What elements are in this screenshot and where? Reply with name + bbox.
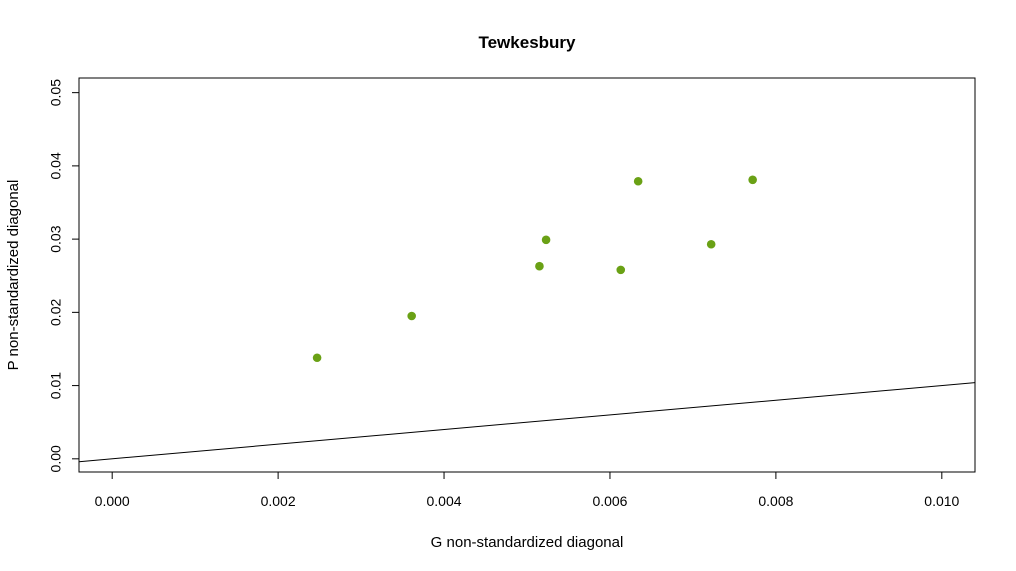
y-tick-label: 0.04 — [48, 152, 64, 179]
data-point — [706, 239, 716, 249]
y-tick-label: 0.03 — [48, 225, 64, 252]
y-tick-label: 0.01 — [48, 372, 64, 399]
data-point — [541, 235, 551, 245]
data-point — [535, 261, 544, 271]
x-tick-label: 0.006 — [592, 493, 627, 509]
y-axis-label: P non-standardized diagonal — [5, 180, 22, 371]
data-points — [312, 175, 757, 363]
y-axis: 0.00 0.01 0.02 0.03 0.04 0.05 — [48, 79, 80, 472]
reference-line — [78, 382, 976, 463]
data-point — [312, 353, 322, 363]
chart-title: Tewkesbury — [478, 33, 576, 52]
x-axis-label: G non-standardized diagonal — [431, 534, 624, 551]
y-tick-label: 0.05 — [48, 79, 64, 106]
x-tick-label: 0.010 — [924, 493, 959, 509]
data-point — [616, 265, 626, 275]
y-tick-label: 0.00 — [48, 445, 64, 472]
y-tick-label: 0.02 — [48, 299, 64, 326]
x-tick-label: 0.002 — [261, 493, 296, 509]
data-point — [407, 311, 416, 321]
data-point — [748, 175, 757, 185]
x-tick-label: 0.004 — [427, 493, 462, 509]
plot-frame — [78, 77, 976, 473]
x-tick-label: 0.008 — [758, 493, 793, 509]
x-axis: 0.000 0.002 0.004 0.006 0.008 0.010 — [95, 471, 960, 509]
data-point — [633, 176, 643, 186]
x-tick-label: 0.000 — [95, 493, 130, 509]
